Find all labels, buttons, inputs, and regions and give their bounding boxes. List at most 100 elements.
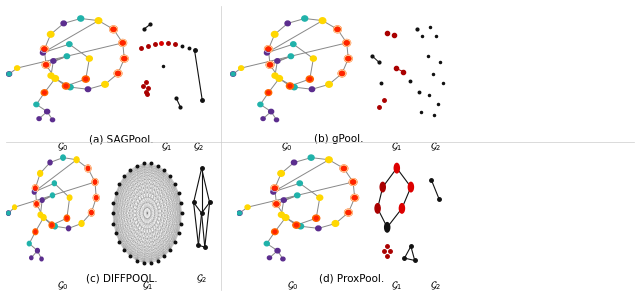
Circle shape <box>306 76 314 82</box>
Circle shape <box>74 157 79 163</box>
Circle shape <box>237 211 242 215</box>
Circle shape <box>293 222 300 228</box>
Circle shape <box>85 165 91 172</box>
Circle shape <box>340 72 344 75</box>
Circle shape <box>38 170 43 176</box>
Text: $\mathcal{G}_1$: $\mathcal{G}_1$ <box>161 140 172 153</box>
Circle shape <box>237 211 241 215</box>
Circle shape <box>278 170 284 176</box>
Circle shape <box>272 73 278 78</box>
Circle shape <box>375 204 380 213</box>
Circle shape <box>64 54 70 59</box>
Circle shape <box>239 66 244 70</box>
Circle shape <box>268 63 272 67</box>
Circle shape <box>95 196 98 200</box>
Circle shape <box>85 87 91 91</box>
Circle shape <box>314 216 318 220</box>
Circle shape <box>6 211 10 215</box>
Circle shape <box>380 182 385 192</box>
Circle shape <box>399 204 404 213</box>
Circle shape <box>67 226 70 231</box>
Circle shape <box>109 26 117 33</box>
Circle shape <box>281 257 285 261</box>
Circle shape <box>88 209 94 216</box>
Circle shape <box>264 51 269 55</box>
Circle shape <box>264 241 269 246</box>
Circle shape <box>63 83 70 89</box>
Text: $\mathcal{G}_1$: $\mathcal{G}_1$ <box>391 140 403 153</box>
Circle shape <box>15 66 20 70</box>
Circle shape <box>38 212 43 217</box>
Circle shape <box>266 47 271 51</box>
Text: $\mathcal{G}_1$: $\mathcal{G}_1$ <box>391 279 403 292</box>
Circle shape <box>394 163 399 173</box>
Circle shape <box>273 201 280 207</box>
Circle shape <box>340 165 348 172</box>
Circle shape <box>67 85 73 90</box>
Circle shape <box>351 180 355 184</box>
Circle shape <box>34 230 36 233</box>
Circle shape <box>40 198 44 202</box>
Circle shape <box>346 211 351 215</box>
Circle shape <box>271 31 278 37</box>
Text: $\mathcal{G}_0$: $\mathcal{G}_0$ <box>57 140 68 153</box>
Circle shape <box>342 166 346 170</box>
Circle shape <box>33 229 38 235</box>
Circle shape <box>276 75 282 81</box>
Text: $\mathcal{G}_2$: $\mathcal{G}_2$ <box>196 273 207 285</box>
Circle shape <box>51 118 54 122</box>
Circle shape <box>288 54 294 59</box>
Text: $\mathcal{G}_1$: $\mathcal{G}_1$ <box>141 279 153 292</box>
Circle shape <box>264 46 272 52</box>
Circle shape <box>298 224 303 229</box>
Circle shape <box>51 223 53 227</box>
Circle shape <box>34 102 39 107</box>
Circle shape <box>291 160 297 165</box>
Circle shape <box>49 222 54 228</box>
Text: $\mathcal{G}_2$: $\mathcal{G}_2$ <box>193 140 204 153</box>
Circle shape <box>333 26 341 33</box>
Circle shape <box>281 198 286 202</box>
Circle shape <box>29 256 33 260</box>
Circle shape <box>319 18 326 23</box>
Circle shape <box>274 202 278 206</box>
Circle shape <box>52 75 58 81</box>
Circle shape <box>33 185 38 192</box>
Circle shape <box>119 39 127 46</box>
Circle shape <box>86 166 90 170</box>
Circle shape <box>42 47 47 51</box>
Circle shape <box>267 91 270 94</box>
Circle shape <box>269 109 274 114</box>
Circle shape <box>78 16 84 21</box>
Circle shape <box>79 221 84 226</box>
Circle shape <box>28 241 31 246</box>
Circle shape <box>42 62 50 68</box>
Circle shape <box>275 118 278 122</box>
Circle shape <box>61 21 67 26</box>
Text: (d) ProxPool.: (d) ProxPool. <box>319 273 385 283</box>
Text: (b) gPool.: (b) gPool. <box>314 134 364 144</box>
Circle shape <box>48 73 54 78</box>
Circle shape <box>282 215 289 221</box>
Circle shape <box>278 212 284 217</box>
Text: (a) SAGPool.: (a) SAGPool. <box>90 134 154 144</box>
Circle shape <box>61 155 65 160</box>
Circle shape <box>288 84 292 88</box>
Circle shape <box>271 229 278 235</box>
Circle shape <box>273 186 277 190</box>
Circle shape <box>93 194 99 201</box>
Circle shape <box>310 56 316 61</box>
Circle shape <box>92 178 98 185</box>
Circle shape <box>7 211 10 215</box>
Circle shape <box>271 190 276 194</box>
Circle shape <box>84 77 88 81</box>
Circle shape <box>294 193 300 198</box>
Circle shape <box>302 16 308 21</box>
Circle shape <box>7 72 11 76</box>
Circle shape <box>285 21 291 26</box>
Circle shape <box>265 90 272 96</box>
Circle shape <box>120 55 128 62</box>
Circle shape <box>65 216 68 220</box>
Circle shape <box>90 211 93 215</box>
Circle shape <box>273 230 276 233</box>
